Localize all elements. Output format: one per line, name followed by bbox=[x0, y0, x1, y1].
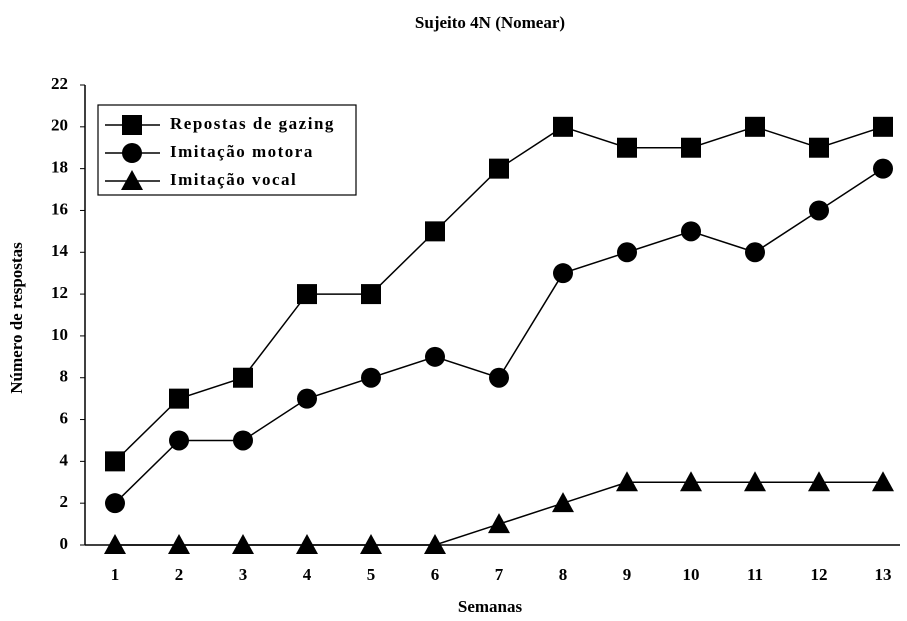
x-tick-label: 6 bbox=[431, 565, 440, 584]
marker bbox=[552, 492, 574, 513]
x-tick-label: 7 bbox=[495, 565, 504, 584]
x-tick-label: 13 bbox=[875, 565, 892, 584]
marker bbox=[169, 430, 189, 451]
y-tick-label: 22 bbox=[51, 74, 68, 93]
marker bbox=[873, 116, 893, 137]
legend-marker bbox=[121, 170, 143, 190]
series-line bbox=[114, 168, 884, 504]
x-tick-label: 5 bbox=[367, 565, 376, 584]
marker bbox=[232, 534, 254, 554]
x-tick-label: 3 bbox=[239, 565, 248, 584]
x-tick-label: 11 bbox=[747, 565, 763, 584]
x-tick-label: 9 bbox=[623, 565, 632, 584]
marker bbox=[745, 116, 765, 137]
marker bbox=[361, 367, 381, 388]
legend-label: Imitação vocal bbox=[170, 170, 297, 189]
marker bbox=[617, 242, 637, 263]
y-tick-label: 20 bbox=[51, 116, 68, 135]
x-tick-label: 1 bbox=[111, 565, 120, 584]
y-tick-label: 14 bbox=[51, 241, 69, 260]
marker bbox=[233, 430, 253, 451]
marker bbox=[488, 513, 510, 534]
marker bbox=[681, 221, 701, 242]
marker bbox=[873, 158, 893, 179]
marker bbox=[616, 471, 638, 492]
y-tick-label: 4 bbox=[60, 450, 69, 469]
marker bbox=[233, 367, 253, 388]
y-tick-label: 12 bbox=[51, 283, 68, 302]
y-tick-label: 18 bbox=[51, 158, 68, 177]
marker bbox=[681, 137, 701, 158]
x-tick-label: 4 bbox=[303, 565, 312, 584]
legend-label: Imitação motora bbox=[170, 142, 314, 161]
y-tick-label: 16 bbox=[51, 199, 68, 218]
marker bbox=[169, 388, 189, 409]
x-tick-label: 2 bbox=[175, 565, 184, 584]
marker bbox=[105, 451, 125, 472]
y-tick-label: 0 bbox=[60, 534, 69, 553]
marker bbox=[680, 471, 702, 492]
legend-marker bbox=[122, 115, 142, 135]
marker bbox=[105, 493, 125, 514]
x-tick-label: 12 bbox=[811, 565, 828, 584]
y-tick-label: 2 bbox=[60, 492, 69, 511]
y-tick-label: 10 bbox=[51, 325, 68, 344]
marker bbox=[744, 471, 766, 492]
legend-label: Repostas de gazing bbox=[170, 114, 335, 133]
marker bbox=[553, 263, 573, 284]
marker bbox=[745, 242, 765, 263]
marker bbox=[809, 137, 829, 158]
marker bbox=[361, 284, 381, 305]
marker bbox=[425, 221, 445, 242]
marker bbox=[489, 367, 509, 388]
marker bbox=[104, 534, 126, 554]
marker bbox=[809, 200, 829, 221]
x-axis-label: Semanas bbox=[458, 597, 523, 616]
marker bbox=[872, 471, 894, 492]
marker bbox=[808, 471, 830, 492]
marker bbox=[360, 534, 382, 554]
marker bbox=[424, 534, 446, 554]
marker bbox=[297, 388, 317, 409]
marker bbox=[168, 534, 190, 554]
marker bbox=[297, 284, 317, 305]
marker bbox=[617, 137, 637, 158]
marker bbox=[425, 346, 445, 367]
legend-marker bbox=[122, 143, 142, 163]
x-tick-label: 8 bbox=[559, 565, 568, 584]
marker bbox=[489, 158, 509, 179]
chart-title: Sujeito 4N (Nomear) bbox=[415, 13, 565, 32]
x-tick-label: 10 bbox=[683, 565, 700, 584]
y-axis-label: Número de respostas bbox=[7, 242, 26, 394]
marker bbox=[553, 116, 573, 137]
y-tick-label: 8 bbox=[60, 367, 69, 386]
y-tick-label: 6 bbox=[60, 408, 69, 427]
marker bbox=[296, 534, 318, 554]
